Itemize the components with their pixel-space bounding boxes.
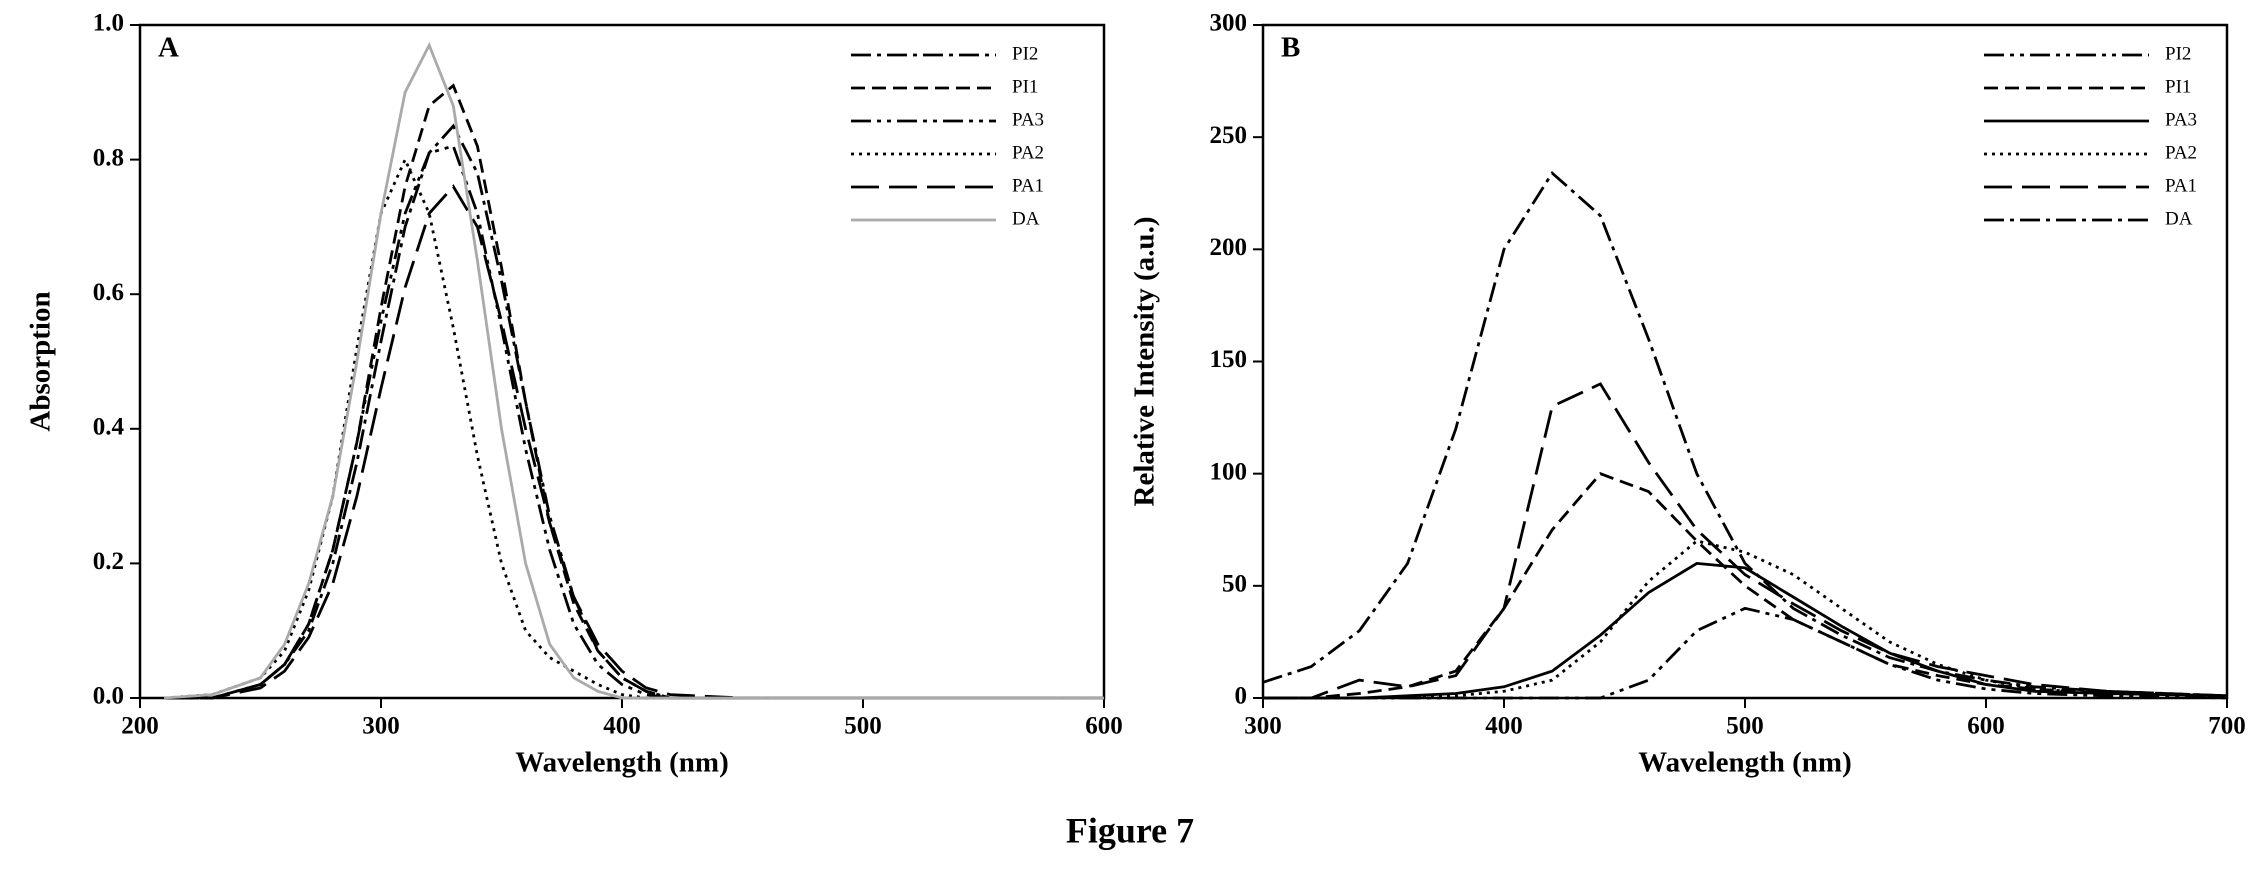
panel-label: A <box>158 32 179 64</box>
legend-label: PA1 <box>1012 175 1044 196</box>
series-line <box>164 123 1104 700</box>
caption: Figure 7 <box>1066 810 1194 850</box>
x-axis-label: Wavelength (nm) <box>1638 747 1851 779</box>
series-line <box>1263 561 2228 700</box>
legend-label: PA3 <box>2165 109 2197 130</box>
x-tick-label: 600 <box>1085 713 1123 740</box>
y-axis-label: Absorption <box>25 291 57 431</box>
legend-label: PI1 <box>2165 76 2191 97</box>
series-line <box>1263 606 2228 700</box>
series-line <box>164 41 1104 700</box>
x-tick-label: 500 <box>1726 713 1764 740</box>
y-tick-label: 0.6 <box>93 279 124 306</box>
x-tick-label: 500 <box>844 713 882 740</box>
y-tick-label: 0.0 <box>93 683 124 710</box>
series-line <box>1263 382 2228 700</box>
y-tick-label: 150 <box>1210 346 1248 373</box>
y-tick-label: 300 <box>1210 10 1248 37</box>
x-tick-label: 400 <box>1485 713 1523 740</box>
x-tick-label: 300 <box>1244 713 1282 740</box>
y-tick-label: 0 <box>1235 683 1248 710</box>
series-line <box>164 184 1104 700</box>
x-tick-label: 600 <box>1967 713 2005 740</box>
y-tick-label: 1.0 <box>93 10 124 37</box>
x-tick-label: 300 <box>362 713 400 740</box>
y-tick-label: 0.8 <box>93 144 124 171</box>
legend-label: PA3 <box>1012 109 1044 130</box>
legend-label: PI1 <box>1012 76 1038 97</box>
y-tick-label: 100 <box>1210 458 1248 485</box>
series-line <box>164 83 1104 700</box>
series-line <box>164 156 1104 700</box>
series-line <box>164 144 1104 700</box>
legend-label: PI2 <box>2165 43 2191 64</box>
plot-frame <box>1261 23 2229 700</box>
legend-label: DA <box>2165 208 2193 229</box>
legend-label: PA1 <box>2165 175 2197 196</box>
legend-label: PA2 <box>2165 142 2197 163</box>
x-axis-label: Wavelength (nm) <box>515 747 728 779</box>
legend-label: PA2 <box>1012 142 1044 163</box>
x-tick-label: 700 <box>2208 713 2246 740</box>
series-line <box>1262 170 2228 698</box>
x-tick-label: 200 <box>121 713 159 740</box>
y-tick-label: 0.2 <box>93 548 124 575</box>
x-tick-label: 400 <box>603 713 641 740</box>
series-line <box>1263 539 2228 700</box>
panel-label: B <box>1281 32 1300 64</box>
legend-label: DA <box>1012 208 1040 229</box>
legend-label: PI2 <box>1012 43 1038 64</box>
y-tick-label: 0.4 <box>93 414 125 441</box>
plot-frame <box>138 23 1106 700</box>
y-tick-label: 250 <box>1210 122 1248 149</box>
series-line <box>1263 472 2228 700</box>
y-axis-label: Relative Intensity (a.u.) <box>1129 217 1161 507</box>
y-tick-label: 50 <box>1222 571 1247 598</box>
y-tick-label: 200 <box>1210 234 1248 261</box>
